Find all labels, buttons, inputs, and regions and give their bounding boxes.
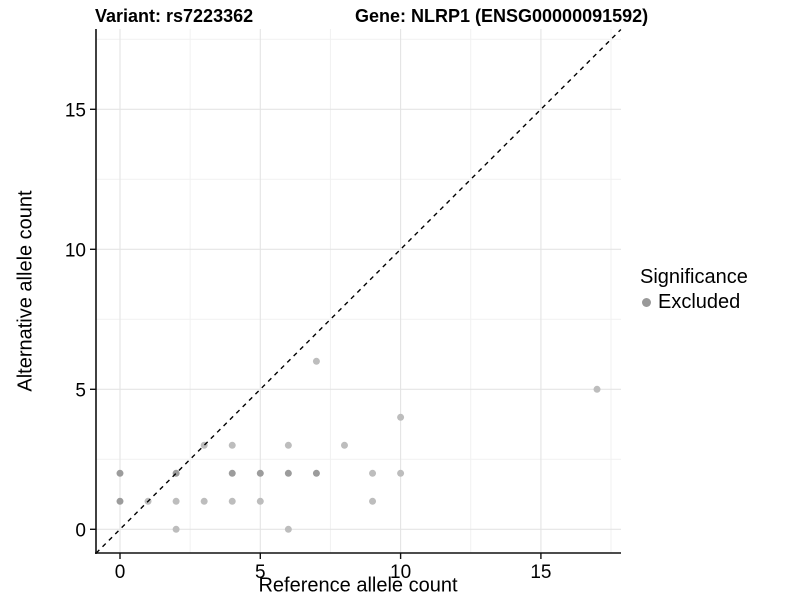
- data-point: [256, 469, 264, 477]
- data-point: [284, 469, 292, 477]
- data-point: [116, 469, 124, 477]
- data-point: [200, 497, 208, 505]
- y-tick-label: 5: [75, 380, 86, 401]
- data-point: [116, 497, 124, 505]
- y-axis-title: Alternative allele count: [14, 190, 37, 392]
- y-tick-label: 0: [75, 520, 86, 541]
- data-point: [172, 525, 180, 533]
- data-point: [284, 525, 292, 533]
- x-axis-title: Reference allele count: [258, 574, 458, 597]
- data-point: [312, 357, 320, 365]
- x-tick-label: 10: [390, 562, 411, 583]
- legend-point-icon: [642, 297, 651, 307]
- y-tick-label: 15: [65, 100, 86, 121]
- data-point: [312, 469, 320, 477]
- legend-item-excluded: Excluded: [640, 292, 748, 312]
- data-point: [340, 441, 348, 449]
- data-point: [397, 469, 405, 477]
- legend-title: Significance: [640, 266, 748, 288]
- data-point: [369, 469, 377, 477]
- data-point: [228, 441, 236, 449]
- x-tick-label: 0: [115, 562, 126, 583]
- data-point: [256, 497, 264, 505]
- plot-title-variant: Variant: rs7223362: [95, 6, 254, 26]
- data-point: [228, 469, 236, 477]
- x-tick-label: 5: [255, 562, 266, 583]
- y-tick-label: 10: [65, 240, 86, 261]
- data-point: [397, 413, 405, 421]
- x-tick-label: 15: [530, 562, 551, 583]
- data-point: [369, 497, 377, 505]
- data-point: [228, 497, 236, 505]
- legend-item-label: Excluded: [658, 291, 741, 313]
- identity-line: [95, 29, 622, 554]
- plot-title-gene: Gene: NLRP1 (ENSG00000091592): [355, 6, 649, 26]
- legend: Significance Excluded: [640, 266, 748, 312]
- data-point: [593, 385, 601, 393]
- data-point: [284, 441, 292, 449]
- data-point: [172, 497, 180, 505]
